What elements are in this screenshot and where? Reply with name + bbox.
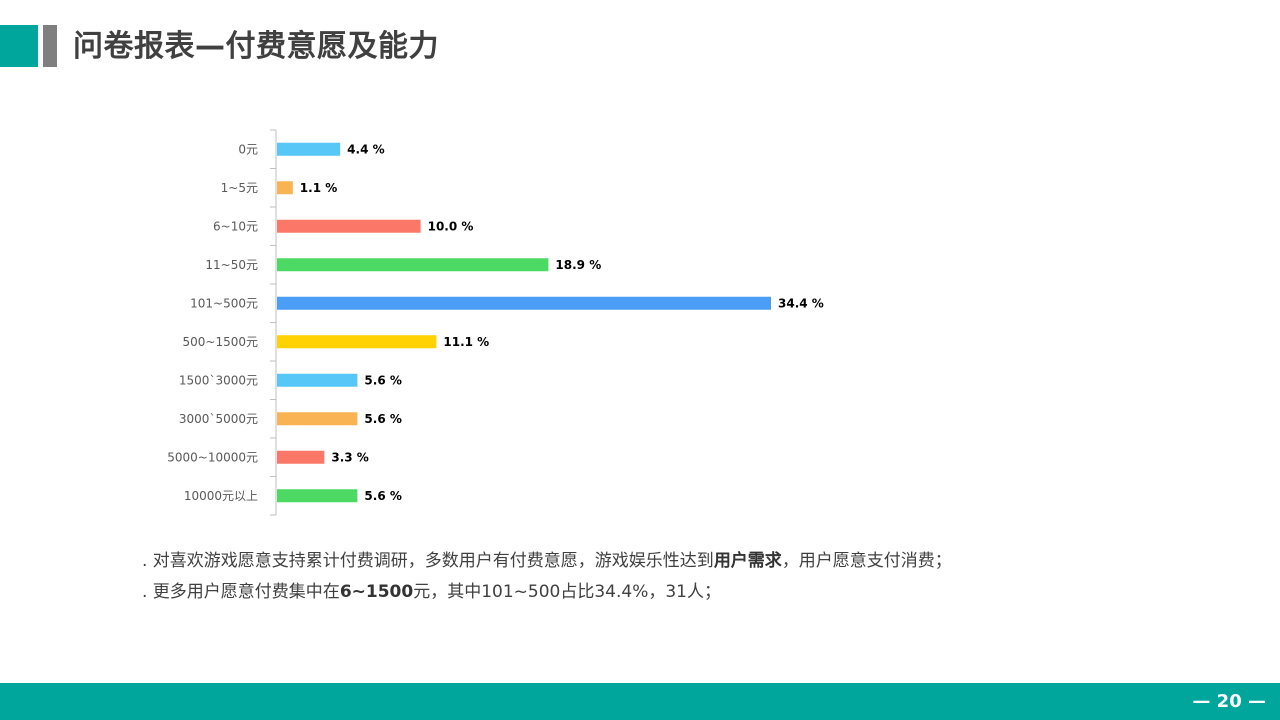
bar-chart: 0元 4.4 % 1~5元 1.1 % 6~10元 10.0 % 11~50元 18.9 % 1… xyxy=(167,129,824,516)
category-label: 5000~10000元 xyxy=(167,450,258,464)
bar xyxy=(277,489,358,503)
category-label: 500~1500元 xyxy=(183,335,259,349)
category-label: 6~10元 xyxy=(213,219,258,233)
bar xyxy=(277,142,341,156)
note-line-1: . 对喜欢游戏愿意支持累计付费调研，多数用户有付费意愿，游戏娱乐性达到用户需求，… xyxy=(142,546,1142,577)
category-label: 11~50元 xyxy=(205,258,258,272)
bar xyxy=(277,258,549,272)
bar xyxy=(277,373,358,387)
category-label: 1500`3000元 xyxy=(179,373,258,387)
data-label: 11.1 % xyxy=(443,335,489,349)
category-label: 1~5元 xyxy=(221,181,258,195)
bar xyxy=(277,296,771,310)
bar xyxy=(277,412,358,426)
data-label: 10.0 % xyxy=(428,219,474,233)
category-label: 101~500元 xyxy=(190,296,258,310)
page-title: 问卷报表—付费意愿及能力 xyxy=(73,29,439,64)
note-line-2: . 更多用户愿意付费集中在6~1500元，其中101~500占比34.4%，31… xyxy=(142,577,1142,608)
category-label: 10000元以上 xyxy=(184,489,258,503)
footer-band: — 20 — xyxy=(0,683,1280,720)
note-2-suffix: 元，其中101~500占比34.4%，31人； xyxy=(413,582,721,602)
title-accent-block xyxy=(0,25,38,67)
note-2-emphasis: 6~1500 xyxy=(339,582,414,602)
data-label: 4.4 % xyxy=(347,142,384,156)
data-label: 18.9 % xyxy=(555,258,601,272)
note-1-prefix: . 对喜欢游戏愿意支持累计付费调研，多数用户有付费意愿，游戏娱乐性达到 xyxy=(142,551,714,571)
data-label: 5.6 % xyxy=(364,412,401,426)
note-1-emphasis: 用户需求 xyxy=(713,551,782,571)
page-number: — 20 — xyxy=(1192,691,1266,712)
category-label: 0元 xyxy=(238,142,258,156)
data-label: 5.6 % xyxy=(364,373,401,387)
data-label: 5.6 % xyxy=(364,489,401,503)
note-2-prefix: . 更多用户愿意付费集中在 xyxy=(142,582,340,602)
notes: . 对喜欢游戏愿意支持累计付费调研，多数用户有付费意愿，游戏娱乐性达到用户需求，… xyxy=(142,546,1142,608)
note-1-suffix: ，用户愿意支付消费； xyxy=(781,551,952,571)
bar xyxy=(277,219,421,233)
data-label: 34.4 % xyxy=(778,296,824,310)
data-label: 3.3 % xyxy=(331,450,368,464)
bar xyxy=(277,335,437,349)
data-label: 1.1 % xyxy=(300,181,337,195)
bar xyxy=(277,450,325,464)
bar xyxy=(277,181,293,195)
title-accent-bar xyxy=(43,25,57,67)
category-label: 3000`5000元 xyxy=(179,412,258,426)
